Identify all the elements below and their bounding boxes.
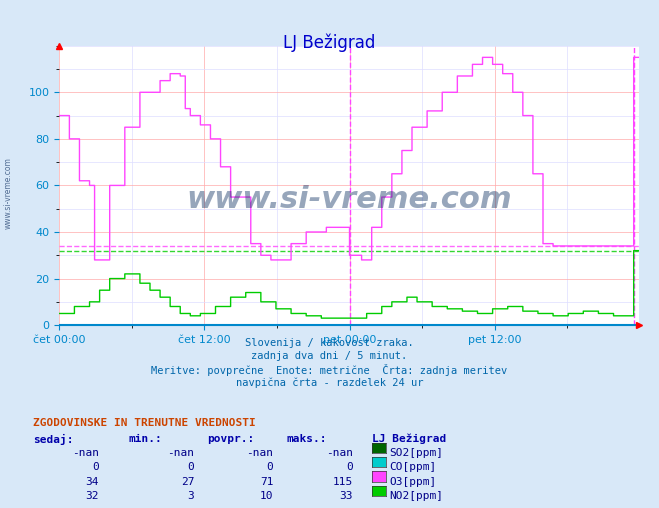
Text: LJ Bežigrad: LJ Bežigrad (283, 33, 376, 51)
Text: 0: 0 (267, 462, 273, 472)
Text: navpična črta - razdelek 24 ur: navpična črta - razdelek 24 ur (236, 377, 423, 388)
Text: LJ Bežigrad: LJ Bežigrad (372, 434, 447, 444)
Text: ZGODOVINSKE IN TRENUTNE VREDNOSTI: ZGODOVINSKE IN TRENUTNE VREDNOSTI (33, 418, 256, 428)
Text: povpr.:: povpr.: (208, 434, 255, 444)
Text: 32: 32 (86, 491, 99, 501)
Text: Meritve: povprečne  Enote: metrične  Črta: zadnja meritev: Meritve: povprečne Enote: metrične Črta:… (152, 364, 507, 376)
Text: -nan: -nan (326, 448, 353, 458)
Text: CO[ppm]: CO[ppm] (389, 462, 437, 472)
Text: sedaj:: sedaj: (33, 434, 73, 445)
Text: 0: 0 (346, 462, 353, 472)
Text: -nan: -nan (72, 448, 99, 458)
Text: SO2[ppm]: SO2[ppm] (389, 448, 444, 458)
Text: 3: 3 (188, 491, 194, 501)
Text: 71: 71 (260, 477, 273, 487)
Text: zadnja dva dni / 5 minut.: zadnja dva dni / 5 minut. (251, 351, 408, 361)
Text: www.si-vreme.com: www.si-vreme.com (3, 157, 13, 229)
Text: 10: 10 (260, 491, 273, 501)
Text: -nan: -nan (246, 448, 273, 458)
Text: 0: 0 (188, 462, 194, 472)
Text: www.si-vreme.com: www.si-vreme.com (186, 185, 512, 214)
Text: -nan: -nan (167, 448, 194, 458)
Text: Slovenija / kakovost zraka.: Slovenija / kakovost zraka. (245, 338, 414, 348)
Text: 34: 34 (86, 477, 99, 487)
Text: O3[ppm]: O3[ppm] (389, 477, 437, 487)
Text: 33: 33 (339, 491, 353, 501)
Text: 0: 0 (92, 462, 99, 472)
Text: maks.:: maks.: (287, 434, 327, 444)
Text: NO2[ppm]: NO2[ppm] (389, 491, 444, 501)
Text: min.:: min.: (129, 434, 162, 444)
Text: 27: 27 (181, 477, 194, 487)
Text: 115: 115 (332, 477, 353, 487)
